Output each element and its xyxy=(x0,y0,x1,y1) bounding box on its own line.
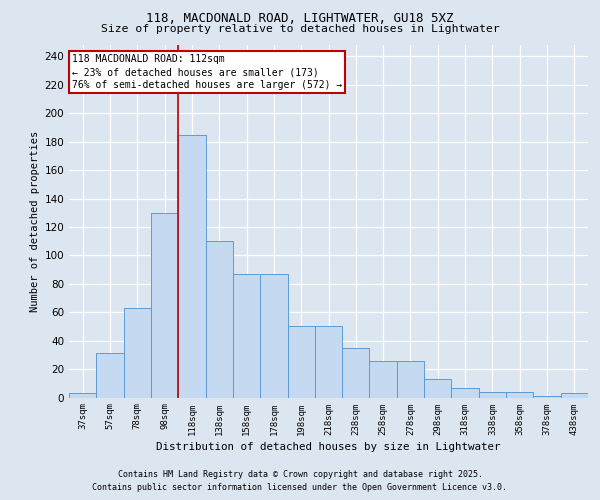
Bar xyxy=(206,241,233,398)
Text: Size of property relative to detached houses in Lightwater: Size of property relative to detached ho… xyxy=(101,24,499,34)
Y-axis label: Number of detached properties: Number of detached properties xyxy=(30,130,40,312)
Bar xyxy=(370,360,397,398)
Bar xyxy=(124,308,151,398)
Text: Contains HM Land Registry data © Crown copyright and database right 2025.: Contains HM Land Registry data © Crown c… xyxy=(118,470,482,479)
Text: Contains public sector information licensed under the Open Government Licence v3: Contains public sector information licen… xyxy=(92,484,508,492)
Bar xyxy=(533,396,560,398)
Bar xyxy=(424,379,451,398)
Bar xyxy=(315,326,342,398)
Bar xyxy=(506,392,533,398)
Bar xyxy=(451,388,479,398)
Text: 118, MACDONALD ROAD, LIGHTWATER, GU18 5XZ: 118, MACDONALD ROAD, LIGHTWATER, GU18 5X… xyxy=(146,12,454,26)
Bar xyxy=(97,354,124,398)
Bar xyxy=(287,326,315,398)
Bar xyxy=(560,393,588,398)
Bar xyxy=(151,212,178,398)
Bar xyxy=(260,274,287,398)
Bar xyxy=(342,348,370,398)
Bar xyxy=(178,134,206,398)
Bar xyxy=(397,360,424,398)
Bar xyxy=(69,393,97,398)
Bar xyxy=(479,392,506,398)
X-axis label: Distribution of detached houses by size in Lightwater: Distribution of detached houses by size … xyxy=(156,442,501,452)
Bar xyxy=(233,274,260,398)
Text: 118 MACDONALD ROAD: 112sqm
← 23% of detached houses are smaller (173)
76% of sem: 118 MACDONALD ROAD: 112sqm ← 23% of deta… xyxy=(71,54,342,90)
